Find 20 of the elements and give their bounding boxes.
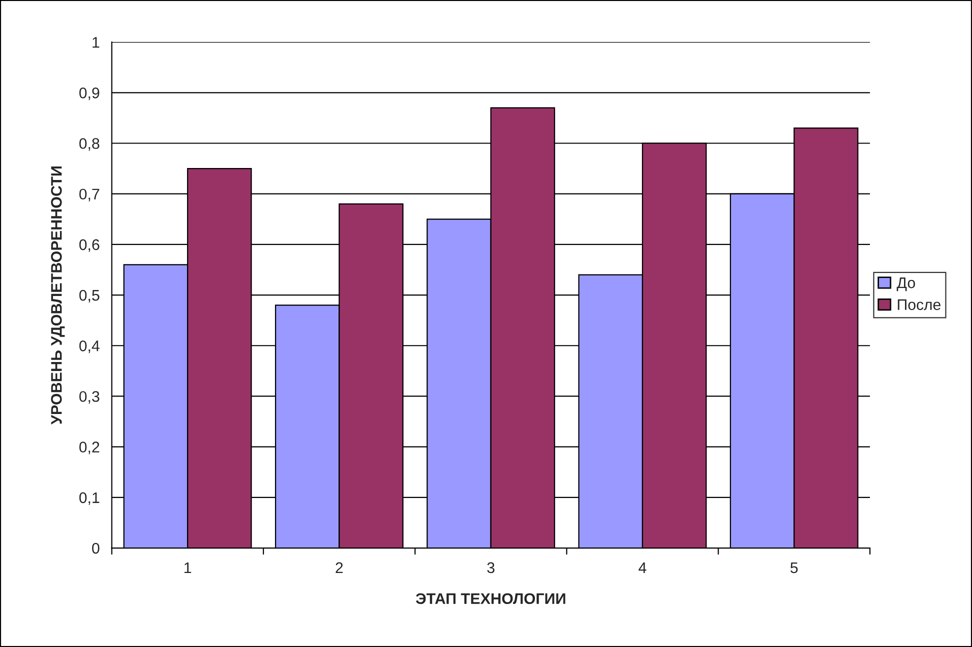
y-tick-label: 1 bbox=[92, 37, 100, 48]
y-tick-label: 0,4 bbox=[79, 340, 100, 354]
y-tick-label: 0,9 bbox=[79, 88, 100, 100]
y-axis-title: УРОВЕНЬ УДОВЛЕТВОРЕННОСТИ bbox=[51, 166, 65, 425]
y-tick-label: 0,8 bbox=[79, 138, 100, 151]
y-tick-label: 0,5 bbox=[79, 290, 100, 303]
y-tick-label: 0,7 bbox=[79, 188, 100, 202]
x-tick-label: 3 bbox=[487, 562, 494, 574]
y-tick-label: 0,3 bbox=[79, 391, 100, 404]
x-axis-title: ЭТАП ТЕХНОЛОГИИ bbox=[416, 593, 566, 604]
x-tick-label: 1 bbox=[184, 562, 192, 573]
y-tick-label: 0,1 bbox=[79, 492, 100, 505]
x-tick-label: 5 bbox=[790, 562, 798, 574]
x-tick-label: 2 bbox=[336, 562, 343, 573]
legend-label: До bbox=[896, 278, 916, 292]
y-tick-label: 0,2 bbox=[79, 442, 100, 454]
y-tick-label: 0,6 bbox=[79, 239, 100, 252]
x-tick-label: 4 bbox=[638, 562, 646, 573]
y-tick-label: 0 bbox=[92, 542, 100, 554]
legend-label: После bbox=[898, 299, 940, 310]
